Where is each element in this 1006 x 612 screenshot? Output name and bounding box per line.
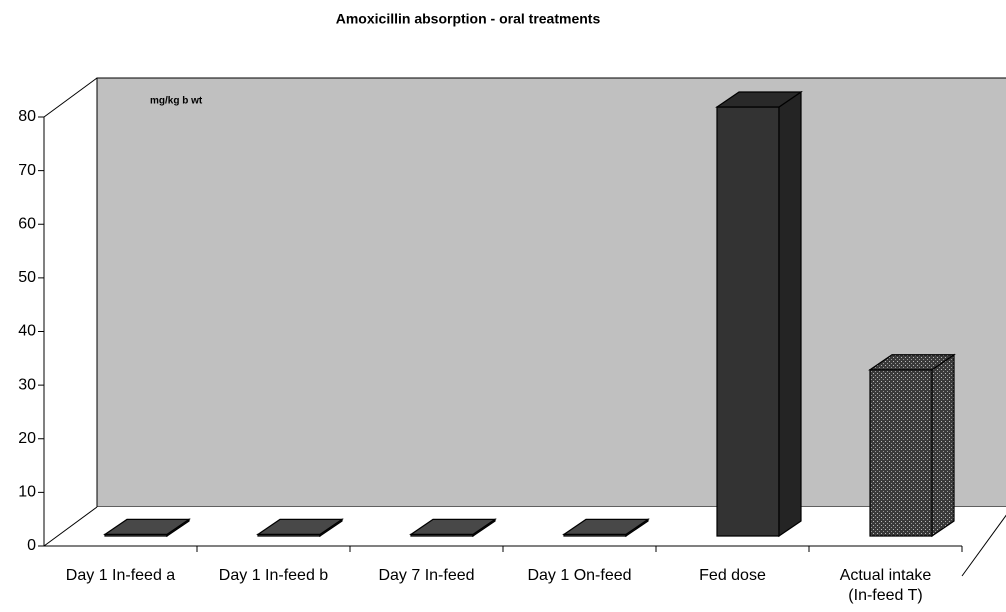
chart-title: Amoxicillin absorption - oral treatments — [336, 11, 601, 27]
y-tick-label: 20 — [18, 430, 36, 447]
bar — [868, 353, 956, 538]
bar-top — [562, 518, 650, 535]
y-tick-label: 50 — [18, 269, 36, 286]
bar-top — [103, 518, 191, 535]
y-tick-label: 0 — [27, 537, 36, 554]
bar-top — [868, 354, 956, 371]
bar — [103, 518, 191, 538]
bar — [256, 518, 344, 538]
annotation: mg/kg b wt — [150, 96, 203, 107]
bar — [562, 518, 650, 538]
bar-top — [256, 518, 344, 535]
y-tick-label: 70 — [18, 162, 36, 179]
bar — [715, 90, 803, 538]
bar-front — [716, 106, 780, 537]
bar-side — [931, 353, 955, 538]
bar-front — [869, 369, 933, 537]
bar-top — [409, 518, 497, 535]
x-tick-label: Day 1 On-feed — [527, 567, 632, 584]
x-tick-label: Actual intake (In-feed T) — [839, 567, 932, 604]
y-tick-label: 60 — [18, 215, 36, 232]
side-wall-top — [43, 77, 98, 118]
x-tick-label: Day 1 In-feed a — [65, 567, 176, 584]
floor-right-edge — [961, 514, 1006, 577]
bar-top — [715, 91, 803, 108]
y-tick-label: 40 — [18, 323, 36, 340]
x-tick-label: Day 7 In-feed — [378, 567, 475, 584]
bar-side — [778, 90, 802, 538]
y-tick-label: 30 — [18, 376, 36, 393]
y-tick-label: 80 — [18, 108, 36, 125]
y-tick-label: 10 — [18, 484, 36, 501]
bar — [409, 518, 497, 538]
x-tick-label: Day 1 In-feed b — [218, 567, 329, 584]
side-wall-bottom — [43, 506, 98, 547]
x-tick-label: Fed dose — [699, 567, 766, 584]
